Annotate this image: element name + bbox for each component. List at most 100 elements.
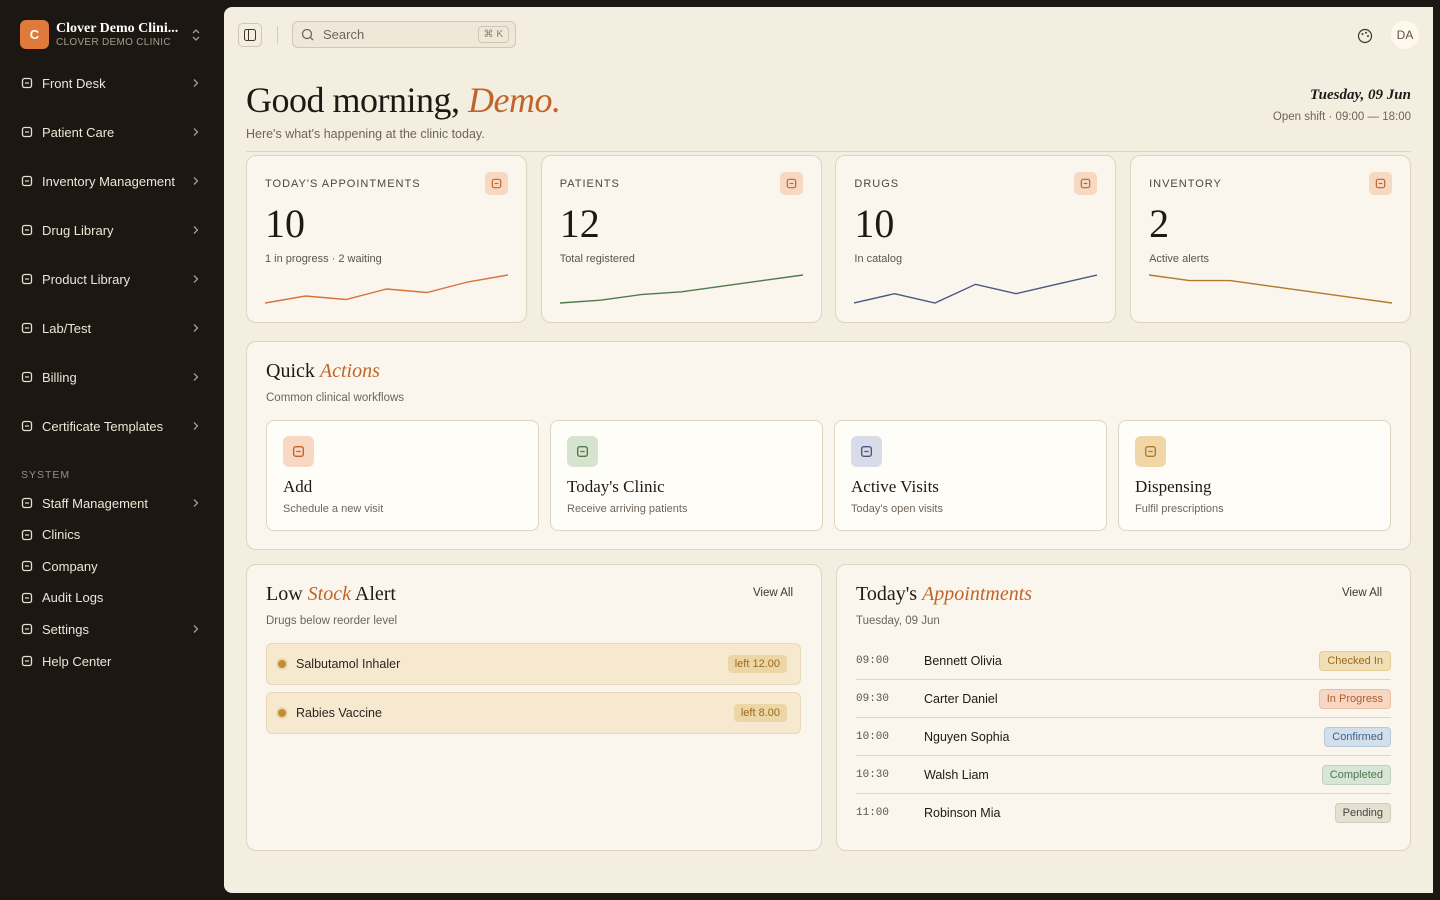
- search-icon: [301, 28, 314, 40]
- action-icon: [851, 436, 882, 467]
- avatar[interactable]: DA: [1391, 21, 1419, 49]
- nav-item[interactable]: Clinics: [20, 523, 204, 547]
- stat-card: TODAY'S APPOINTMENTS 10 1 in progress · 2 …: [246, 155, 527, 323]
- shortcut: ⌘ K: [477, 26, 509, 43]
- nav-item[interactable]: Lab/Test: [20, 316, 204, 340]
- icon: [491, 178, 502, 189]
- stat-note: Active alerts: [1149, 253, 1210, 265]
- view-all[interactable]: View All: [1341, 587, 1382, 599]
- stat-card: DRUGS 10 In catalog: [835, 155, 1117, 323]
- action-card[interactable]: Active Visits Today's open visits: [834, 420, 1107, 531]
- appointment-time: 10:00: [856, 730, 890, 743]
- nav-icon: [21, 273, 33, 285]
- panel-title: Quick Actions: [266, 360, 380, 383]
- action-icon: [567, 436, 598, 467]
- appointment-row[interactable]: 10:00 Nguyen Sophia Confirmed: [856, 718, 1391, 756]
- chevron: [193, 177, 199, 185]
- search-placeholder: Search: [323, 27, 365, 42]
- nav-item[interactable]: Product Library: [20, 267, 204, 291]
- icon: [860, 445, 873, 458]
- nav-label: Help Center: [42, 653, 112, 669]
- nav-item[interactable]: Help Center: [20, 649, 204, 673]
- sidebar: C Clover Demo Clini... CLOVER DEMO CLINI…: [0, 0, 224, 900]
- nav-item[interactable]: Audit Logs: [20, 586, 204, 610]
- panel-subtitle: Drugs below reorder level: [266, 615, 398, 627]
- title-text: Quick: [266, 360, 315, 382]
- theme-icon[interactable]: [1357, 28, 1373, 44]
- nav-item[interactable]: Billing: [20, 365, 204, 389]
- chevron: [193, 324, 199, 332]
- nav-label: Drug Library: [42, 222, 114, 238]
- brand-logo: C: [20, 20, 49, 49]
- stock-left: left 8.00: [733, 704, 787, 722]
- sidebar-toggle[interactable]: [238, 23, 262, 47]
- action-desc: Receive arriving patients: [567, 503, 688, 515]
- action-card[interactable]: Dispensing Fulfil prescriptions: [1118, 420, 1391, 531]
- title-text: Today's: [856, 583, 918, 605]
- nav-item[interactable]: Staff Management: [20, 491, 204, 515]
- stat-value: 12: [559, 201, 600, 246]
- icon: [1144, 445, 1157, 458]
- sparkline-path: [854, 274, 1098, 304]
- chevron: [193, 275, 199, 283]
- title-text: Low: [266, 583, 303, 605]
- nav-item[interactable]: Certificate Templates: [20, 414, 204, 438]
- nav-item[interactable]: Patient Care: [20, 120, 204, 144]
- greeting-subtitle: Here's what's happening at the clinic to…: [246, 127, 485, 141]
- switcher-icon[interactable]: [190, 28, 202, 42]
- appointment-row[interactable]: 09:00 Bennett Olivia Checked In: [856, 642, 1391, 680]
- action-desc: Schedule a new visit: [283, 503, 384, 515]
- patient-name: Robinson Mia: [924, 806, 1001, 820]
- nav-icon: [21, 371, 33, 383]
- stat-icon: [779, 172, 803, 195]
- nav-item[interactable]: Drug Library: [20, 218, 204, 242]
- panel-subtitle: Common clinical workflows: [266, 392, 405, 404]
- nav-label: Inventory Management: [42, 173, 175, 189]
- panel-title: Today's Appointments: [856, 583, 1032, 606]
- stat-note: In catalog: [854, 253, 903, 265]
- nav-icon: [21, 77, 33, 89]
- chevron: [193, 422, 199, 430]
- nav-label: Staff Management: [42, 495, 148, 511]
- nav-item[interactable]: Settings: [20, 617, 204, 641]
- action-card[interactable]: Today's Clinic Receive arriving patients: [550, 420, 823, 531]
- nav-icon: [21, 655, 33, 667]
- nav-item[interactable]: Inventory Management: [20, 169, 204, 193]
- appointment-row[interactable]: 09:30 Carter Daniel In Progress: [856, 680, 1391, 718]
- chevron: [193, 128, 199, 136]
- nav-item[interactable]: Company: [20, 554, 204, 578]
- action-desc: Today's open visits: [851, 503, 943, 515]
- search-box[interactable]: Search ⌘ K: [292, 21, 516, 48]
- nav-icon: [21, 420, 33, 432]
- nav-label: Audit Logs: [42, 590, 104, 606]
- nav-item[interactable]: Front Desk: [20, 71, 204, 95]
- action-card[interactable]: Add Schedule a new visit: [266, 420, 539, 531]
- action-title: Add: [283, 477, 313, 496]
- nav-icon: [21, 529, 33, 540]
- chevron: [193, 79, 199, 87]
- sparkline-path: [1149, 274, 1393, 304]
- status-badge: Pending: [1334, 803, 1391, 823]
- nav-icon: [21, 126, 33, 138]
- toggle-icon: [244, 29, 256, 41]
- status-badge: In Progress: [1318, 688, 1391, 709]
- title-text: Alert: [354, 583, 396, 605]
- nav-icon: [21, 224, 33, 236]
- nav-label: Lab/Test: [42, 320, 92, 336]
- stat-note: 1 in progress · 2 waiting: [265, 253, 382, 265]
- sparkline: [559, 274, 803, 304]
- stock-item[interactable]: Salbutamol Inhaler left 12.00: [266, 643, 801, 685]
- icon: [1081, 178, 1091, 189]
- icon: [292, 445, 305, 458]
- view-all[interactable]: View All: [752, 587, 793, 599]
- stat-note: Total registered: [559, 253, 635, 265]
- stat-label: TODAY'S APPOINTMENTS: [265, 178, 421, 190]
- stock-item[interactable]: Rabies Vaccine left 8.00: [266, 692, 801, 734]
- stat-label: DRUGS: [854, 178, 900, 190]
- appointment-row[interactable]: 10:30 Walsh Liam Completed: [856, 756, 1391, 794]
- brand[interactable]: C Clover Demo Clini... CLOVER DEMO CLINI…: [20, 20, 178, 49]
- stat-label: INVENTORY: [1149, 178, 1222, 190]
- appointment-row[interactable]: 11:00 Robinson Mia Pending: [856, 794, 1391, 832]
- chevron: [193, 373, 199, 381]
- icon: [576, 445, 589, 458]
